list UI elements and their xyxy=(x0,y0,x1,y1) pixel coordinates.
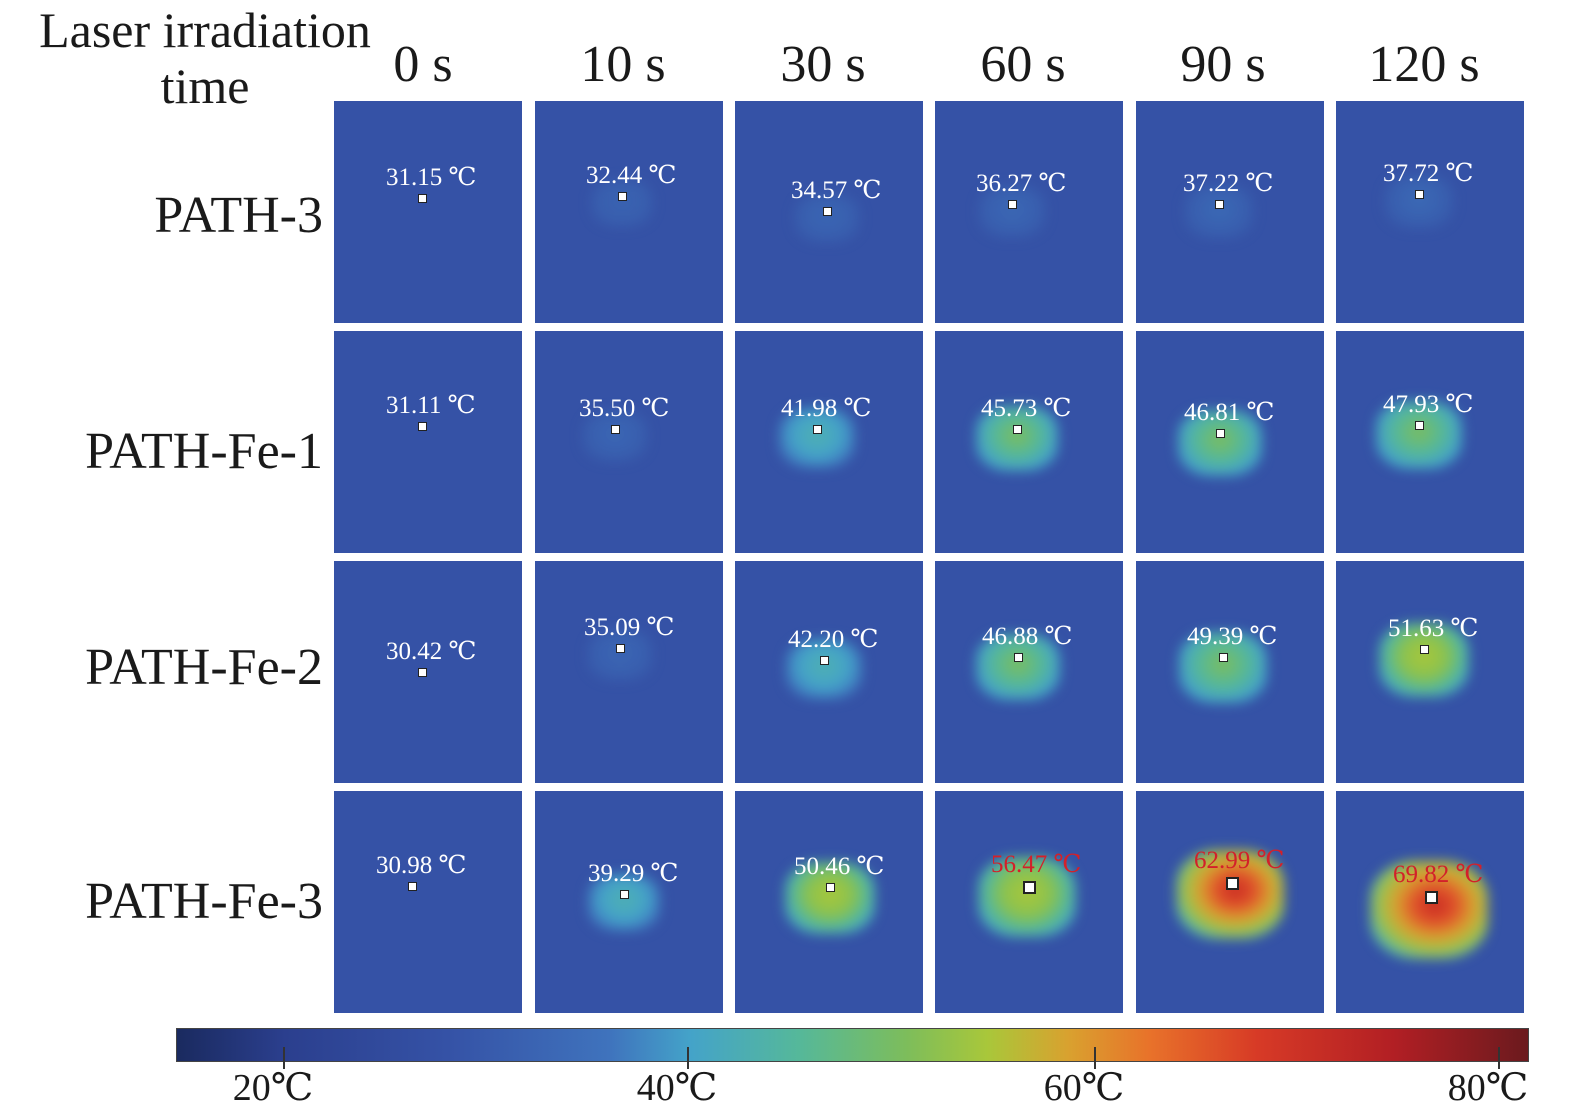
measurement-point-marker xyxy=(1023,881,1036,894)
thermal-image: 37.22 ℃ xyxy=(1136,101,1324,323)
thermal-image: 42.20 ℃ xyxy=(735,561,923,783)
thermal-image: 31.11 ℃ xyxy=(334,331,522,553)
temperature-readout: 37.22 ℃ xyxy=(1183,170,1274,197)
measurement-point-marker xyxy=(1013,425,1022,434)
column-header-90s: 90 s xyxy=(1180,36,1266,93)
measurement-point-marker xyxy=(1415,421,1424,430)
temperature-readout: 45.73 ℃ xyxy=(981,395,1072,422)
temperature-readout: 46.81 ℃ xyxy=(1184,399,1275,426)
measurement-point-marker xyxy=(820,656,829,665)
measurement-point-marker xyxy=(611,425,620,434)
row-label-path-fe-3: PATH-Fe-3 xyxy=(85,873,323,930)
measurement-point-marker xyxy=(1216,429,1225,438)
measurement-point-marker xyxy=(1415,190,1424,199)
thermal-image: 56.47 ℃ xyxy=(935,791,1123,1013)
measurement-point-marker xyxy=(418,422,427,431)
measurement-point-marker xyxy=(823,207,832,216)
column-header-30s: 30 s xyxy=(780,36,866,93)
thermal-image: 34.57 ℃ xyxy=(735,101,923,323)
measurement-point-marker xyxy=(826,883,835,892)
colorbar-label-20: 20℃ xyxy=(232,1067,314,1109)
thermal-image: 32.44 ℃ xyxy=(535,101,723,323)
column-header-0s: 0 s xyxy=(393,36,453,93)
temperature-readout: 47.93 ℃ xyxy=(1383,391,1474,418)
temperature-readout: 35.09 ℃ xyxy=(584,614,675,641)
column-header-10s: 10 s xyxy=(580,36,666,93)
temperature-readout: 51.63 ℃ xyxy=(1388,615,1479,642)
temperature-readout: 41.98 ℃ xyxy=(781,395,872,422)
temperature-readout: 35.50 ℃ xyxy=(579,395,670,422)
temperature-readout: 56.47 ℃ xyxy=(991,851,1082,878)
measurement-point-marker xyxy=(1226,877,1239,890)
thermal-image: 30.42 ℃ xyxy=(334,561,522,783)
temperature-colorbar xyxy=(176,1028,1529,1062)
thermal-image: 62.99 ℃ xyxy=(1136,791,1324,1013)
thermal-image: 49.39 ℃ xyxy=(1136,561,1324,783)
temperature-readout: 34.57 ℃ xyxy=(791,177,882,204)
temperature-readout: 42.20 ℃ xyxy=(788,626,879,653)
header-laser-irradiation-time: Laser irradiation time xyxy=(20,2,390,114)
colorbar-tick-80 xyxy=(1498,1047,1500,1069)
thermal-image: 41.98 ℃ xyxy=(735,331,923,553)
header-line-2: time xyxy=(160,58,250,114)
row-label-path-3: PATH-3 xyxy=(154,187,323,244)
temperature-readout: 37.72 ℃ xyxy=(1383,160,1474,187)
temperature-readout: 32.44 ℃ xyxy=(586,162,677,189)
thermal-image: 50.46 ℃ xyxy=(735,791,923,1013)
column-header-120s: 120 s xyxy=(1368,36,1480,93)
colorbar-tick-60 xyxy=(1094,1047,1096,1069)
measurement-point-marker xyxy=(418,668,427,677)
temperature-readout: 31.15 ℃ xyxy=(386,164,477,191)
thermal-image: 69.82 ℃ xyxy=(1336,791,1524,1013)
thermal-image: 45.73 ℃ xyxy=(935,331,1123,553)
measurement-point-marker xyxy=(1014,653,1023,662)
thermal-image: 37.72 ℃ xyxy=(1336,101,1524,323)
temperature-readout: 69.82 ℃ xyxy=(1393,861,1484,888)
temperature-readout: 30.42 ℃ xyxy=(386,638,477,665)
thermal-image: 35.09 ℃ xyxy=(535,561,723,783)
measurement-point-marker xyxy=(1008,200,1017,209)
measurement-point-marker xyxy=(1425,891,1438,904)
temperature-readout: 46.88 ℃ xyxy=(982,623,1073,650)
row-label-path-fe-1: PATH-Fe-1 xyxy=(85,423,323,480)
thermal-image: 39.29 ℃ xyxy=(535,791,723,1013)
measurement-point-marker xyxy=(418,194,427,203)
thermal-image: 51.63 ℃ xyxy=(1336,561,1524,783)
measurement-point-marker xyxy=(813,425,822,434)
temperature-readout: 49.39 ℃ xyxy=(1187,623,1278,650)
thermal-image: 46.88 ℃ xyxy=(935,561,1123,783)
measurement-point-marker xyxy=(1420,645,1429,654)
temperature-readout: 30.98 ℃ xyxy=(376,852,467,879)
thermal-image: 30.98 ℃ xyxy=(334,791,522,1013)
thermal-image: 31.15 ℃ xyxy=(334,101,522,323)
temperature-readout: 62.99 ℃ xyxy=(1194,847,1285,874)
column-header-60s: 60 s xyxy=(980,36,1066,93)
colorbar-tick-40 xyxy=(687,1047,689,1069)
measurement-point-marker xyxy=(408,882,417,891)
thermal-image: 46.81 ℃ xyxy=(1136,331,1324,553)
measurement-point-marker xyxy=(618,192,627,201)
header-line-1: Laser irradiation xyxy=(39,2,371,58)
temperature-readout: 31.11 ℃ xyxy=(386,392,476,419)
thermal-image: 47.93 ℃ xyxy=(1336,331,1524,553)
temperature-readout: 50.46 ℃ xyxy=(794,853,885,880)
measurement-point-marker xyxy=(1215,200,1224,209)
measurement-point-marker xyxy=(1219,653,1228,662)
colorbar-label-40: 40℃ xyxy=(636,1067,718,1109)
thermal-image: 36.27 ℃ xyxy=(935,101,1123,323)
temperature-readout: 39.29 ℃ xyxy=(588,860,679,887)
colorbar-label-60: 60℃ xyxy=(1043,1067,1125,1109)
temperature-readout: 36.27 ℃ xyxy=(976,170,1067,197)
measurement-point-marker xyxy=(620,890,629,899)
colorbar-tick-20 xyxy=(283,1047,285,1069)
colorbar-label-80: 80℃ xyxy=(1447,1067,1529,1109)
thermal-image: 35.50 ℃ xyxy=(535,331,723,553)
measurement-point-marker xyxy=(616,644,625,653)
row-label-path-fe-2: PATH-Fe-2 xyxy=(85,639,323,696)
